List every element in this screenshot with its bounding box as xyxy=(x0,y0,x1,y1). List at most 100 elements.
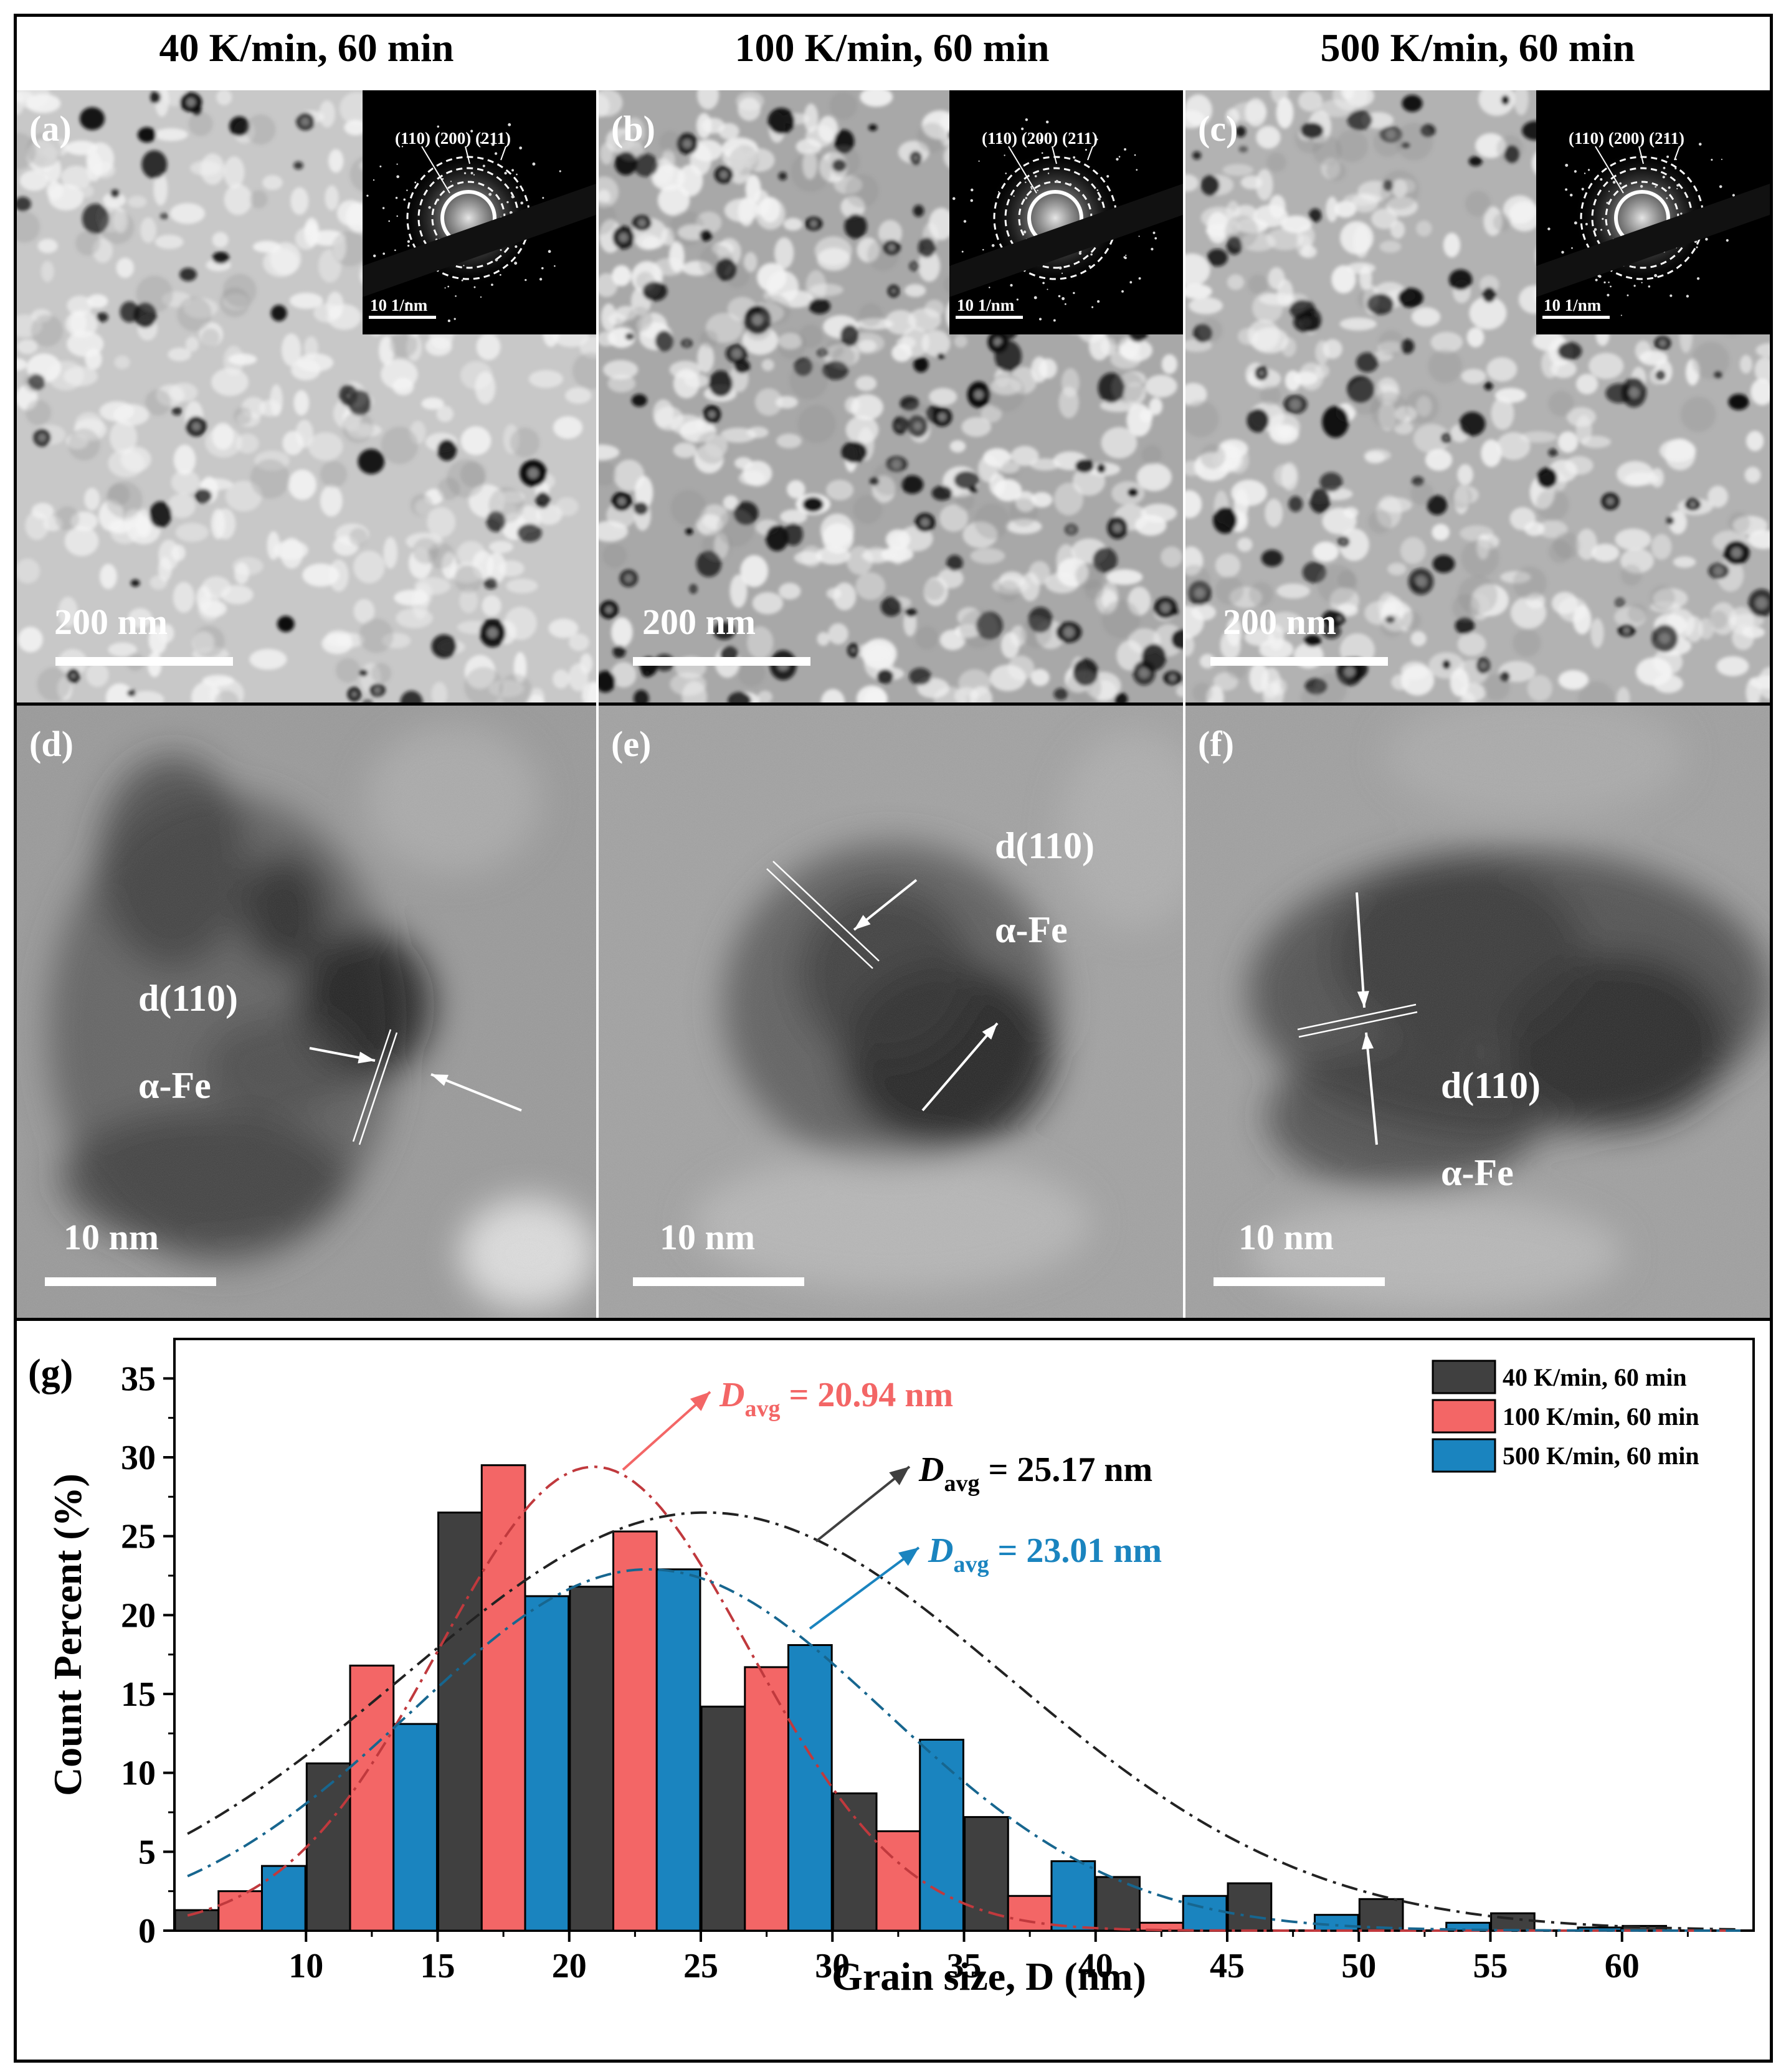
scale-text-f: 10 nm xyxy=(1238,1217,1334,1257)
row-divider-1 xyxy=(14,702,1773,706)
panel-a-bright-field: (a) (110) (200) (211) 10 1/nm 200 nm xyxy=(17,90,596,704)
hrtem-image-e xyxy=(599,706,1183,1319)
y-tick-label: 10 xyxy=(121,1754,156,1793)
scale-text-c: 200 nm xyxy=(1223,602,1337,642)
saed-inset-a: (110) (200) (211) 10 1/nm xyxy=(363,90,596,334)
annotation-davg-1: Davg = 20.94 nm xyxy=(719,1376,953,1422)
bar-series-3 xyxy=(392,1723,438,1932)
column-divider-2 xyxy=(1183,90,1185,1319)
bar-series-2 xyxy=(612,1530,658,1932)
scale-text-e: 10 nm xyxy=(660,1217,756,1257)
figure-frame xyxy=(14,14,1773,2063)
y-tick-label: 35 xyxy=(121,1360,156,1398)
y-axis-label: Count Percent (%) xyxy=(45,1474,90,1796)
bar-series-2 xyxy=(349,1664,395,1932)
phase-label-d: α-Fe xyxy=(138,1065,211,1106)
scale-text-d: 10 nm xyxy=(64,1217,159,1257)
hrtem-image-d xyxy=(17,706,596,1319)
bar-series-1 xyxy=(1095,1876,1141,1932)
bar-series-1 xyxy=(964,1816,1009,1932)
bar-series-2 xyxy=(217,1890,263,1932)
bar-series-2 xyxy=(744,1666,789,1932)
panel-label-b: (b) xyxy=(611,108,655,149)
bar-series-2 xyxy=(1007,1895,1053,1932)
annotation-davg-2: Davg = 25.17 nm xyxy=(918,1450,1152,1497)
bar-series-1 xyxy=(305,1762,351,1932)
x-axis-label: Grain size, D (nm) xyxy=(832,1954,1146,1999)
plane-label-e: d(110) xyxy=(995,825,1095,866)
saed-scale-bar-c xyxy=(1542,316,1610,319)
legend-label-1: 40 K/min, 60 min xyxy=(1503,1363,1687,1391)
y-tick-label: 25 xyxy=(121,1518,156,1556)
bar-series-2 xyxy=(875,1830,921,1932)
saed-inset-c: (110) (200) (211) 10 1/nm xyxy=(1536,90,1770,334)
legend-swatch-2 xyxy=(1432,1399,1496,1434)
panel-label-e: (e) xyxy=(611,724,652,764)
x-tick-label: 45 xyxy=(1210,1947,1245,1985)
row-divider-2 xyxy=(14,1318,1773,1321)
panel-label-d: (d) xyxy=(29,724,74,764)
bar-series-1 xyxy=(700,1705,746,1932)
annotation-arrow-3-head xyxy=(898,1548,919,1566)
annotation-davg-3: Davg = 23.01 nm xyxy=(928,1531,1162,1578)
saed-scale-text-b: 10 1/nm xyxy=(957,296,1015,315)
panel-label-f: (f) xyxy=(1198,724,1234,764)
bar-series-3 xyxy=(524,1595,570,1932)
bar-series-1 xyxy=(437,1511,483,1932)
y-tick-label: 5 xyxy=(138,1833,156,1871)
bar-series-3 xyxy=(260,1865,306,1932)
saed-ring-labels-a: (110) (200) (211) xyxy=(395,129,511,148)
column-title-100: 100 K/min, 60 min xyxy=(734,26,1050,70)
panel-f-hrtem: (f) d(110) α-Fe 10 nm xyxy=(1185,706,1770,1319)
scale-text-a: 200 nm xyxy=(54,602,168,642)
y-tick-label: 20 xyxy=(121,1596,156,1635)
panel-label-a: (a) xyxy=(29,108,72,149)
bar-series-1 xyxy=(832,1792,878,1932)
legend-label-2: 100 K/min, 60 min xyxy=(1503,1403,1699,1431)
y-tick-label: 0 xyxy=(138,1912,156,1951)
bar-series-1 xyxy=(1227,1882,1273,1932)
bar-series-3 xyxy=(919,1738,964,1932)
x-tick-label: 30 xyxy=(815,1947,850,1985)
annotation-arrow-2-head xyxy=(889,1467,910,1485)
saed-scale-bar-b xyxy=(956,316,1023,319)
x-tick-label: 25 xyxy=(683,1947,718,1985)
scale-bar-f xyxy=(1214,1277,1385,1286)
column-title-500: 500 K/min, 60 min xyxy=(1320,26,1635,70)
bar-series-3 xyxy=(1313,1914,1359,1932)
plane-label-d: d(110) xyxy=(138,978,239,1019)
bar-series-3 xyxy=(1050,1860,1096,1932)
scale-bar-a xyxy=(55,657,233,666)
saed-inset-b: (110) (200) (211) 10 1/nm xyxy=(949,90,1183,334)
panel-d-hrtem: (d) d(110) α-Fe 10 nm xyxy=(17,706,596,1319)
fit-curve-2 xyxy=(187,1465,1741,1932)
column-divider-1 xyxy=(596,90,599,1319)
x-tick-label: 60 xyxy=(1605,1947,1640,1985)
phase-label-e: α-Fe xyxy=(995,909,1068,950)
x-tick-label: 50 xyxy=(1341,1947,1376,1985)
bar-series-3 xyxy=(1182,1895,1228,1932)
bar-series-2 xyxy=(480,1464,526,1932)
annotation-arrow-2 xyxy=(815,1465,911,1543)
x-tick-label: 10 xyxy=(288,1947,323,1985)
scale-bar-d xyxy=(45,1277,216,1286)
legend-swatch-3 xyxy=(1432,1438,1496,1473)
scale-bar-c xyxy=(1210,657,1388,666)
saed-scale-text-c: 10 1/nm xyxy=(1544,296,1602,315)
x-tick-label: 40 xyxy=(1078,1947,1113,1985)
plane-label-f: d(110) xyxy=(1441,1065,1541,1106)
panel-e-hrtem: (e) d(110) α-Fe 10 nm xyxy=(599,706,1183,1319)
saed-scale-text-a: 10 1/nm xyxy=(370,296,428,315)
x-tick-label: 55 xyxy=(1473,1947,1508,1985)
panel-c-bright-field: (c) (110) (200) (211) 10 1/nm 200 nm xyxy=(1185,90,1770,704)
annotation-arrow-1-head xyxy=(690,1392,710,1411)
x-tick-label: 35 xyxy=(947,1947,982,1985)
panel-label-g: (g) xyxy=(28,1352,73,1394)
column-title-40: 40 K/min, 60 min xyxy=(159,26,454,70)
bar-series-3 xyxy=(787,1644,833,1932)
scale-bar-b xyxy=(633,657,810,666)
saed-ring-labels-b: (110) (200) (211) xyxy=(982,129,1098,148)
scale-bar-e xyxy=(633,1277,804,1286)
legend-swatch-1 xyxy=(1432,1360,1496,1394)
